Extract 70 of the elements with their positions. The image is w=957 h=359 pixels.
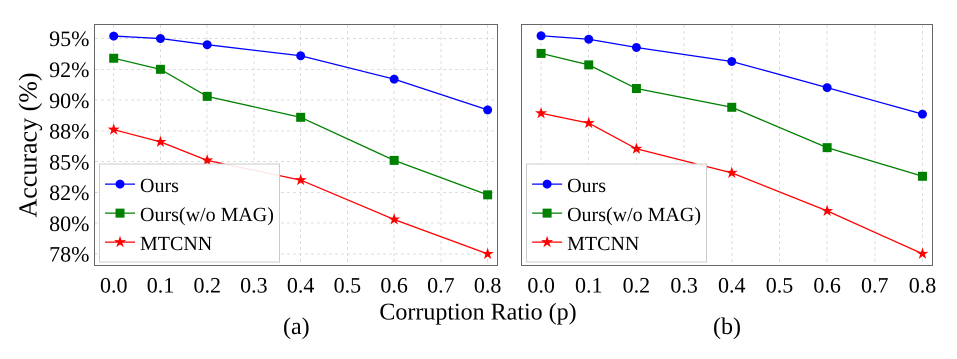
x-tick-label: 0.3 (240, 272, 268, 298)
point (109, 54, 118, 63)
legend-label: Ours(w/o MAG) (567, 204, 701, 226)
x-tick-label: 0.2 (193, 272, 221, 298)
point (726, 166, 738, 178)
point (294, 174, 307, 186)
point (388, 213, 400, 225)
x-tick-label: 0.6 (380, 272, 408, 298)
x-tick-label: 0.5 (334, 272, 362, 298)
x-tick-label: 0.4 (718, 272, 746, 298)
x-tick-label: 0.7 (861, 272, 889, 298)
point (535, 106, 548, 118)
point (156, 34, 165, 44)
point (483, 105, 492, 114)
x-tick-label: 0.8 (908, 272, 936, 298)
point (296, 112, 306, 122)
point (822, 143, 832, 152)
point (632, 84, 641, 93)
x-tick-label: 0.2 (622, 272, 650, 298)
y-tick-label: 85% (49, 149, 90, 174)
legend-label: Ours (567, 174, 606, 197)
x-tick-label: 0.7 (427, 272, 455, 298)
x-axis-title: Corruption Ratio (p) (379, 300, 577, 326)
point (584, 34, 594, 44)
point (390, 156, 399, 165)
point (483, 190, 492, 200)
legend-label: Ours(w/o MAG) (140, 204, 274, 226)
x-tick-label: 0.3 (670, 272, 698, 298)
point (916, 247, 928, 259)
point (630, 142, 642, 154)
x-tick-label: 0.4 (286, 272, 314, 298)
text: (a) (283, 314, 310, 340)
point (296, 51, 306, 60)
y-tick-label: 95% (49, 26, 90, 52)
x-tick-label: 0.1 (574, 272, 602, 298)
x-tick-label: 0.1 (146, 272, 174, 298)
legend-label: MTCNN (140, 232, 212, 255)
point (918, 172, 927, 181)
point (390, 74, 399, 84)
y-tick-label: 92% (49, 57, 90, 82)
y-tick-label: 80% (49, 210, 90, 236)
x-tick-label: 0.8 (474, 272, 502, 298)
text: (b) (713, 314, 741, 340)
legend-label: Ours (140, 174, 180, 197)
y-axis-title: Accuracy (%) (14, 72, 43, 218)
y-tick-label: 78% (49, 242, 90, 267)
point (727, 102, 736, 112)
point (156, 64, 165, 74)
x-tick-label: 0.0 (527, 272, 555, 298)
point (482, 248, 494, 260)
point (821, 204, 834, 216)
x-tick-label: 0.0 (100, 272, 128, 298)
point (727, 56, 736, 66)
point (109, 32, 118, 41)
point (202, 92, 212, 101)
point (202, 40, 212, 50)
point (632, 42, 641, 52)
y-tick-label: 90% (49, 88, 90, 113)
point (918, 110, 927, 119)
point (822, 83, 832, 92)
point (536, 31, 546, 40)
point (536, 48, 546, 58)
point (582, 116, 595, 128)
point (584, 60, 594, 70)
x-tick-label: 0.5 (766, 272, 794, 298)
y-tick-label: 88% (49, 118, 90, 144)
legend-label: MTCNN (567, 232, 640, 255)
x-tick-label: 0.6 (813, 272, 841, 298)
y-tick-label: 82% (49, 180, 90, 206)
point (108, 123, 120, 135)
